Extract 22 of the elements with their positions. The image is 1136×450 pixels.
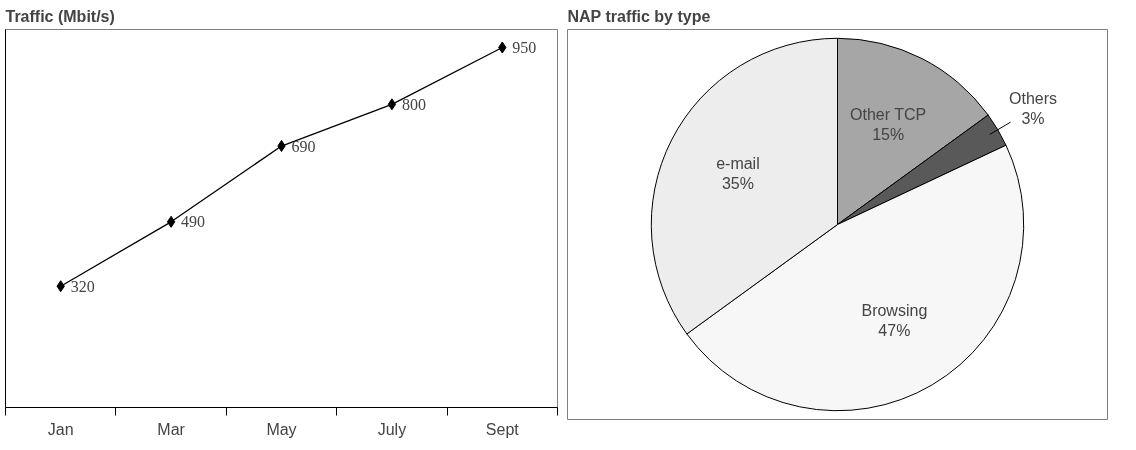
point <box>166 215 176 228</box>
data-label: 690 <box>291 137 316 155</box>
x-tick-label: Jan <box>47 420 74 438</box>
point <box>387 98 397 111</box>
slice-label: Browsing <box>861 302 928 320</box>
slice-label: Others <box>1009 90 1058 108</box>
data-label: 950 <box>512 39 537 56</box>
x-tick-label: July <box>377 420 407 438</box>
data-label: 3% <box>1021 110 1045 128</box>
data-label: 800 <box>401 95 426 113</box>
data-label: 35% <box>721 175 754 193</box>
data-label: 320 <box>70 277 95 295</box>
x-tick-label: Mar <box>157 420 186 438</box>
x-tick-label: May <box>266 420 297 438</box>
data-label: 490 <box>181 213 206 231</box>
data-label: 47% <box>878 322 911 340</box>
slice-label: Other TCP <box>849 106 927 124</box>
slice-label: e-mail <box>716 155 760 173</box>
chart-title: Traffic (Mbit/s) <box>5 7 115 25</box>
x-tick-label: Sept <box>485 420 520 438</box>
data-label: 15% <box>872 126 905 144</box>
chart-title: NAP traffic by type <box>567 7 711 25</box>
